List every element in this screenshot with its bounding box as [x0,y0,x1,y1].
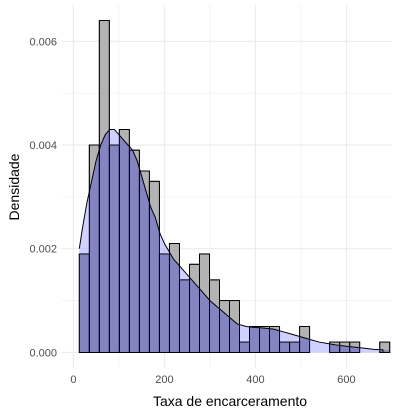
x-axis-title: Taxa de encarceramento [153,393,307,409]
density-curve [78,128,384,353]
x-tick-label: 200 [155,374,173,386]
histogram-bar-outline [379,341,391,353]
overlap-bar [259,327,270,353]
overlap-bar [189,277,200,353]
x-tick-label: 600 [337,374,355,386]
overlap-bar [239,342,250,353]
density-area-fill [79,129,383,353]
overlap-bar [119,135,130,353]
y-tick-label: 0.000 [29,347,57,359]
histogram-bar-outline [269,326,281,353]
overlap-bar [199,288,210,353]
overlap-bar [79,253,90,353]
overlap-bar [169,252,180,353]
overlap-bar [339,345,350,353]
axis-ticks: 0 200 400 600 0.000 0.002 0.004 0.006 [29,36,355,386]
overlap-bar [289,342,300,353]
overlap-bar [99,129,110,353]
density-line [78,128,384,353]
overlap-bar [209,300,220,353]
x-tick-label: 400 [246,374,264,386]
overlap-bar [299,336,310,353]
density-area [79,129,383,353]
y-tick-label: 0.002 [29,244,57,256]
overlap-bar [139,170,150,353]
y-axis-title: Densidade [6,153,22,220]
overlap-bar [349,346,360,353]
overlap-bar [279,342,290,353]
overlap-bar [219,308,230,353]
overlap-bar [89,149,100,353]
overlap-bar [329,343,340,353]
histogram-bar-outline [229,300,240,353]
y-tick-label: 0.006 [29,36,57,48]
overlap-bar [229,317,240,353]
overlap-bar [249,326,260,353]
overlap-bar [129,150,140,353]
overlap-bar [149,202,160,353]
overlap-bars [78,20,391,353]
x-tick-label: 0 [70,374,76,386]
overlap-bar [159,253,170,353]
overlap-bar [179,279,190,353]
overlap-bar [379,349,390,353]
y-tick-label: 0.004 [29,140,57,152]
overlap-bar [109,145,120,353]
overlap-bar [269,328,280,353]
